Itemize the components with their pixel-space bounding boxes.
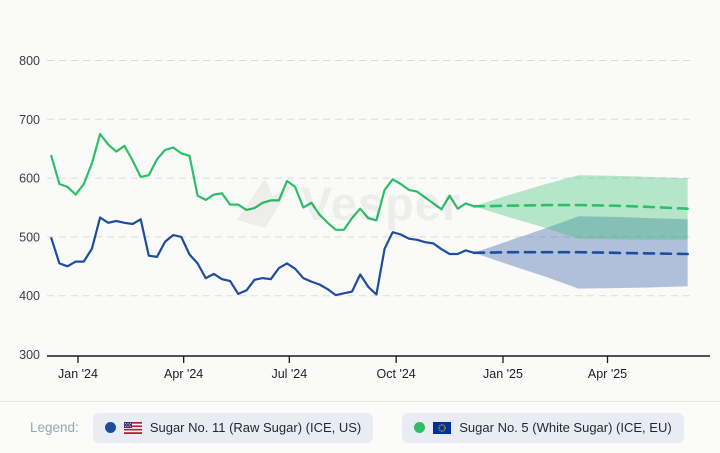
- x-axis-label: Jul '24: [271, 367, 307, 381]
- forecast-line-white-sugar[interactable]: [472, 203, 689, 210]
- y-axis-label-700: 700: [19, 113, 40, 127]
- legend-bar: Legend: Sugar No. 11 (Raw Sugar) (ICE, U…: [0, 401, 720, 453]
- x-axis-label: Apr '25: [588, 367, 627, 381]
- y-axis-label-500: 500: [19, 230, 40, 244]
- price-chart: 300 400 500 600 700 800 Jan '24 Apr '24 Jul '24 O…: [19, 54, 710, 381]
- y-axis-label-800: 800: [19, 54, 40, 68]
- y-axis-label-400: 400: [19, 289, 40, 303]
- forecast-band-white-sugar: [474, 175, 688, 240]
- chart-canvas: 300 400 500 600 700 800 Jan '24 Apr '24 Jul '24 O…: [19, 54, 710, 381]
- series-color-dot-green: [414, 422, 426, 433]
- eu-flag-icon: [433, 421, 452, 434]
- x-axis-label: Oct '24: [377, 367, 416, 381]
- series-color-dot-blue: [104, 422, 116, 433]
- x-axis-label: Apr '24: [164, 367, 203, 381]
- series-line-white-sugar[interactable]: [50, 132, 476, 231]
- y-axis-label-300: 300: [19, 348, 40, 362]
- legend-items: Sugar No. 11 (Raw Sugar) (ICE, US) Sugar…: [92, 412, 684, 443]
- forecast-line-raw-sugar[interactable]: [472, 250, 689, 256]
- us-flag-icon: [123, 421, 142, 434]
- legend-item-label: Sugar No. 11 (Raw Sugar) (ICE, US): [149, 420, 362, 435]
- y-axis-label-600: 600: [19, 172, 40, 186]
- x-axis-label: Jan '25: [483, 367, 523, 381]
- legend-item-sugar-no-5[interactable]: Sugar No. 5 (White Sugar) (ICE, EU): [402, 412, 684, 443]
- series-line-raw-sugar[interactable]: [50, 216, 476, 297]
- legend-item-label: Sugar No. 5 (White Sugar) (ICE, EU): [459, 420, 672, 435]
- legend-label: Legend:: [30, 420, 79, 435]
- x-axis-label: Jan '24: [58, 367, 98, 381]
- legend-item-sugar-no-11[interactable]: Sugar No. 11 (Raw Sugar) (ICE, US): [92, 412, 374, 443]
